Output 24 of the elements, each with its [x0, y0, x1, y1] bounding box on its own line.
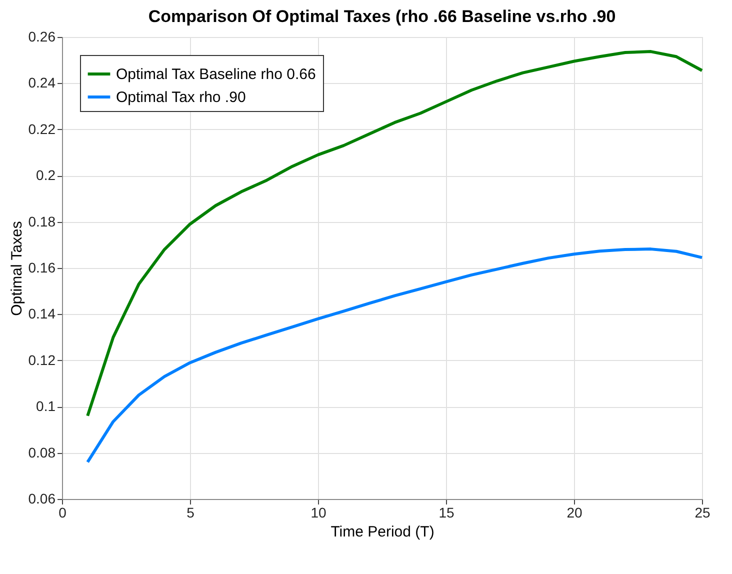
y-tick-label: 0.14 — [28, 306, 56, 322]
x-tick-label: 25 — [694, 504, 710, 520]
y-tick-label: 0.08 — [28, 444, 56, 460]
y-tick-label: 0.1 — [36, 398, 56, 414]
y-tick-label: 0.22 — [28, 120, 56, 137]
x-tick-label: 10 — [310, 504, 326, 520]
line-series — [86, 248, 704, 464]
x-tick-label: 0 — [58, 504, 67, 520]
y-tick-label: 0.12 — [28, 352, 56, 368]
x-axis-title: Time Period (T) — [330, 524, 434, 540]
y-tick-label: 0.2 — [36, 167, 56, 184]
y-tick-label: 0.06 — [28, 490, 56, 506]
y-tick-label: 0.18 — [28, 213, 56, 230]
x-tick-label: 20 — [566, 504, 582, 520]
y-tick-label: 0.24 — [28, 74, 56, 91]
x-tick-label: 15 — [438, 504, 454, 520]
line-series — [86, 50, 704, 418]
y-axis-title: Optimal Taxes — [8, 221, 26, 316]
legend-label: Optimal Tax rho .90 — [116, 89, 246, 106]
legend-label: Optimal Tax Baseline rho 0.66 — [116, 66, 316, 83]
x-tick-label: 5 — [186, 504, 195, 520]
chart-title: Comparison Of Optimal Taxes (rho .66 Baseline vs.rho .90 — [148, 7, 616, 26]
y-tick-label: 0.16 — [28, 260, 56, 276]
y-tick-label: 0.26 — [28, 28, 56, 44]
